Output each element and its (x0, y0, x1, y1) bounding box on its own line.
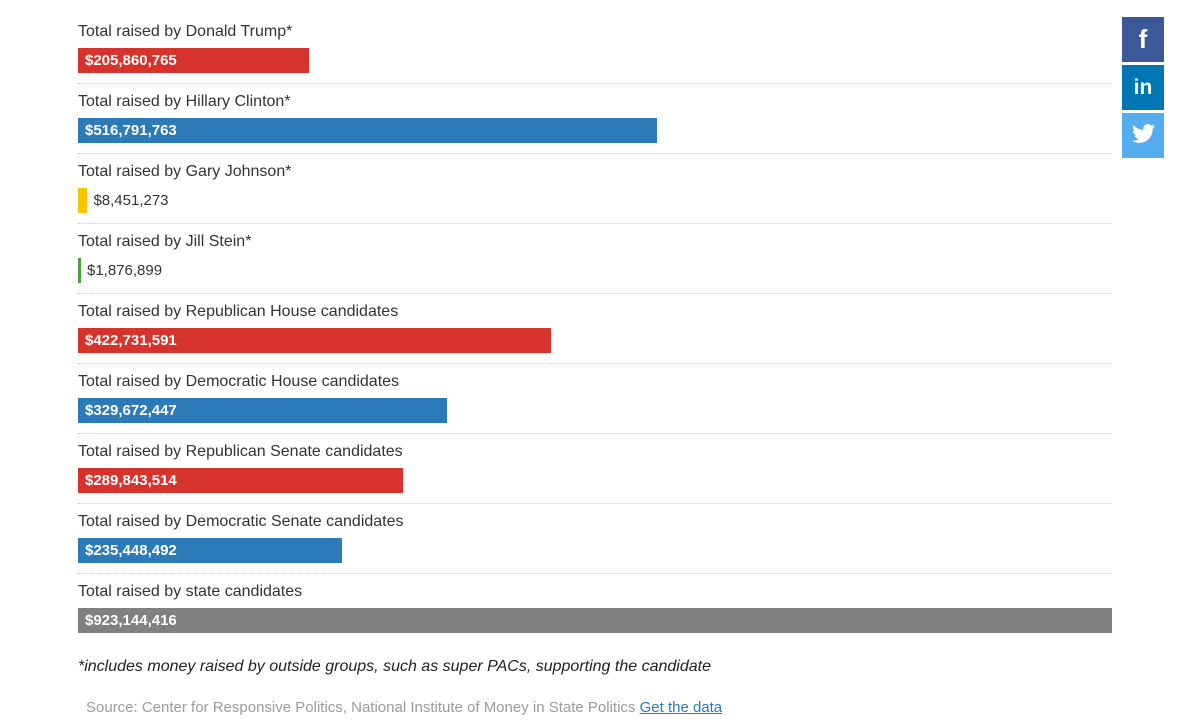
chart-rows: Total raised by Donald Trump* $205,860,76… (78, 14, 1112, 643)
bar (78, 188, 88, 213)
bar: $422,731,591 (78, 328, 552, 353)
linkedin-share-button[interactable]: in (1122, 65, 1164, 110)
chart-row: Total raised by Republican Senate candid… (78, 434, 1112, 504)
chart-row: Total raised by Democratic Senate candid… (78, 504, 1112, 574)
bar: $205,860,765 (78, 48, 309, 73)
bar: $516,791,763 (78, 118, 657, 143)
bar-track: $422,731,591 (78, 328, 1112, 353)
share-buttons: f in (1122, 17, 1164, 158)
bar-track: $8,451,273 (78, 188, 1112, 213)
twitter-bird-icon (1131, 122, 1155, 150)
chart-row: Total raised by Republican House candida… (78, 294, 1112, 364)
bar: $289,843,514 (78, 468, 403, 493)
chart-row: Total raised by state candidates $923,144… (78, 574, 1112, 643)
bar: $329,672,447 (78, 398, 448, 423)
bar-value: $329,672,447 (85, 402, 177, 419)
bar-value: $1,876,899 (87, 262, 163, 279)
row-label: Total raised by Donald Trump* (78, 23, 293, 40)
row-label: Total raised by Jill Stein* (78, 233, 252, 250)
bar-track: $235,448,492 (78, 538, 1112, 563)
bar-value: $8,451,273 (93, 192, 169, 209)
bar-value: $235,448,492 (85, 542, 177, 559)
row-label: Total raised by Democratic Senate candid… (78, 513, 404, 530)
chart-source: Source: Center for Responsive Politics, … (78, 699, 1112, 716)
bar-track: $923,144,416 (78, 608, 1112, 633)
bar-value: $516,791,763 (85, 122, 177, 139)
bar (78, 258, 81, 283)
bar: $923,144,416 (78, 608, 1112, 633)
get-the-data-link[interactable]: Get the data (639, 699, 723, 716)
bar-track: $1,876,899 (78, 258, 1112, 283)
bar-value: $422,731,591 (85, 332, 177, 349)
row-label: Total raised by state candidates (78, 583, 303, 600)
chart-row: Total raised by Democratic House candida… (78, 364, 1112, 434)
row-label: Total raised by Republican Senate candid… (78, 443, 403, 460)
chart-row: Total raised by Jill Stein* $1,876,899 (78, 224, 1112, 294)
row-label: Total raised by Democratic House candida… (78, 373, 400, 390)
source-text: Source: Center for Responsive Politics, … (86, 699, 640, 716)
bar-track: $329,672,447 (78, 398, 1112, 423)
chart-row: Total raised by Hillary Clinton* $516,791… (78, 84, 1112, 154)
row-label: Total raised by Republican House candida… (78, 303, 399, 320)
bar: $235,448,492 (78, 538, 342, 563)
linkedin-icon: in (1133, 75, 1153, 99)
facebook-icon: f (1138, 24, 1148, 54)
twitter-share-button[interactable] (1122, 113, 1164, 158)
bar-value: $923,144,416 (85, 612, 177, 629)
bar-value: $289,843,514 (85, 472, 177, 489)
chart-row: Total raised by Donald Trump* $205,860,76… (78, 14, 1112, 84)
bar-track: $516,791,763 (78, 118, 1112, 143)
chart-footnote: *includes money raised by outside groups… (78, 658, 711, 675)
bar-value: $205,860,765 (85, 52, 177, 69)
facebook-share-button[interactable]: f (1122, 17, 1164, 62)
bar-track: $205,860,765 (78, 48, 1112, 73)
fundraising-bar-chart: Total raised by Donald Trump* $205,860,76… (78, 14, 1112, 716)
row-label: Total raised by Gary Johnson* (78, 163, 292, 180)
row-label: Total raised by Hillary Clinton* (78, 93, 291, 110)
chart-row: Total raised by Gary Johnson* $8,451,273 (78, 154, 1112, 224)
bar-track: $289,843,514 (78, 468, 1112, 493)
